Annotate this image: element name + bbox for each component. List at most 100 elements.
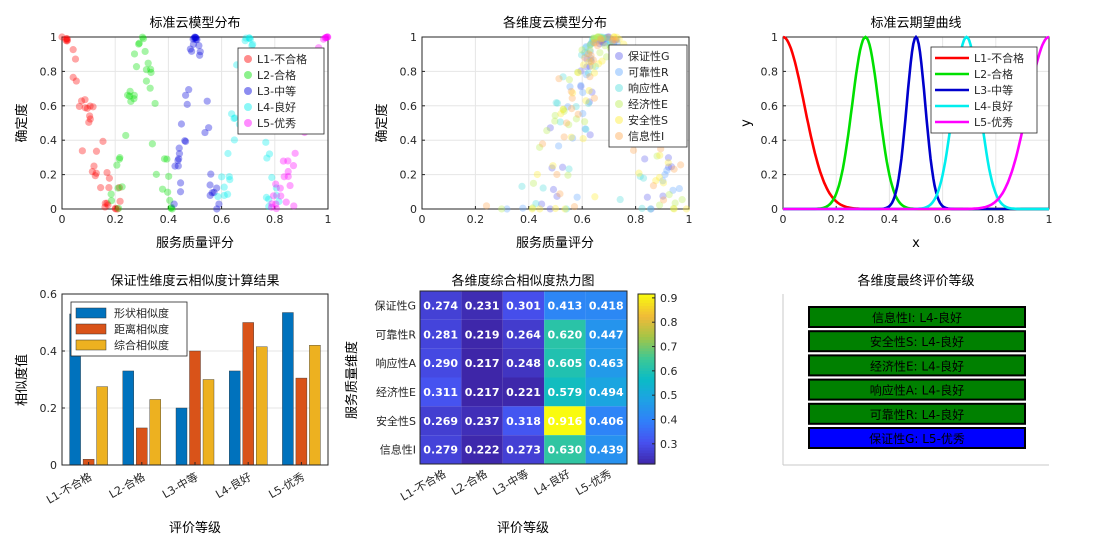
scatter-point <box>248 41 256 50</box>
plot-frame <box>419 290 628 465</box>
scatter-point <box>581 54 589 62</box>
scatter-point <box>77 97 86 105</box>
bar <box>96 386 108 466</box>
y-axis-label: 确定度 <box>374 103 390 142</box>
x-tick-label: L5-优秀 <box>267 470 307 501</box>
x-tick-label: L4-良好 <box>213 469 254 501</box>
scatter-point <box>588 62 597 70</box>
scatter-point <box>201 128 209 137</box>
heatmap-cell-label: 0.301 <box>506 299 541 312</box>
bar <box>295 377 308 466</box>
colorbar-segment <box>638 373 655 377</box>
colorbar-segment <box>638 305 655 309</box>
y-tick-label: 0.6 <box>40 100 58 113</box>
scatter-point <box>557 110 565 118</box>
colorbar-segment <box>638 461 655 465</box>
heatmap-cell-label: 0.222 <box>465 444 500 457</box>
y-tick-label: 1 <box>410 31 417 44</box>
scatter-point <box>218 173 226 181</box>
colorbar-segment <box>638 294 655 298</box>
scatter-point <box>587 58 595 66</box>
y-tick-label: 1 <box>50 31 57 44</box>
legend-entry: L3-中等 <box>974 83 1013 97</box>
scatter-point <box>220 183 228 191</box>
scatter-point <box>72 77 80 85</box>
scatter-point <box>597 37 605 46</box>
legend-box <box>608 44 688 148</box>
scatter-point <box>319 35 328 43</box>
legend-marker <box>75 339 107 351</box>
colorbar-segment <box>638 356 655 360</box>
scatter-point <box>69 46 77 54</box>
scatter-point <box>615 35 623 43</box>
scatter-point <box>601 39 609 47</box>
scatter-point <box>175 150 184 158</box>
x-tick-label: 1 <box>1046 213 1053 226</box>
heatmap-cell <box>461 406 503 436</box>
heatmap-cell <box>420 406 462 436</box>
scatter-point <box>170 200 178 208</box>
scatter-point <box>282 198 290 206</box>
scatter-point <box>182 91 190 99</box>
heatmap-cell-label: 0.264 <box>506 328 541 341</box>
heatmap-cell <box>420 348 462 378</box>
heatmap-cell-label: 0.231 <box>465 299 500 312</box>
scatter-point <box>573 193 581 201</box>
colorbar-tick-label: 0.7 <box>660 341 678 354</box>
scatter-point <box>115 183 123 192</box>
scatter-point <box>586 46 594 54</box>
scatter-point <box>594 60 603 68</box>
scatter-point <box>168 205 176 213</box>
heatmap-cell-label: 0.318 <box>506 415 541 428</box>
scatter-point <box>268 173 276 182</box>
colorbar-segment <box>638 452 655 457</box>
scatter-point <box>584 69 593 77</box>
scatter-point <box>224 149 232 158</box>
scatter-point <box>107 196 116 205</box>
y-tick-label: 0.2 <box>761 169 779 182</box>
y-axis-label: 服务质量维度 <box>344 341 360 419</box>
scatter-point <box>579 109 587 118</box>
scatter-point <box>608 35 616 43</box>
scatter-point <box>641 155 649 163</box>
scatter-point <box>189 35 197 43</box>
heatmap-cell-label: 0.219 <box>465 328 500 341</box>
scatter-point <box>577 67 585 75</box>
scatter-point <box>81 96 89 104</box>
scatter-point <box>245 34 254 42</box>
scatter-point <box>601 42 609 50</box>
scatter-point <box>593 36 601 44</box>
scatter-point <box>560 133 568 141</box>
scatter-point <box>611 36 620 44</box>
colorbar: 0.3 0.4 0.5 0.6 0.7 0.8 0.9 <box>637 292 678 465</box>
x-tick-label: L4-良好 <box>532 466 573 498</box>
scatter-point <box>144 59 152 67</box>
scatter-point <box>567 87 575 96</box>
x-tick-label: L2-合格 <box>106 469 147 501</box>
colorbar-segment <box>638 330 655 335</box>
colorbar-segment <box>638 316 655 321</box>
scatter-point <box>578 46 586 54</box>
scatter-point <box>561 205 569 213</box>
scatter-point <box>599 34 607 42</box>
scatter-point <box>596 33 605 41</box>
scatter-point <box>272 200 280 208</box>
scatter-point <box>272 204 281 213</box>
scatter-point <box>572 115 580 123</box>
scatter-point <box>138 33 147 41</box>
scatter-point <box>83 104 91 112</box>
scatter-point <box>583 55 591 63</box>
chart-title: 标准云模型分布 <box>149 16 240 31</box>
scatter-point <box>663 166 671 175</box>
scatter-point <box>611 35 620 43</box>
scatter-point <box>246 35 255 43</box>
panel-dimension-cloud-distribution: 各维度云模型分布 服务质量评分 确定度 0 0.2 0.4 0.6 0.8 1 0 0.2 0.… <box>374 15 693 251</box>
evaluation-level-box <box>808 378 1026 401</box>
heatmap-cell <box>461 348 503 378</box>
colorbar-segment <box>638 376 655 380</box>
scatter-point <box>272 184 280 192</box>
scatter-point <box>142 77 151 85</box>
scatter-point <box>602 33 611 41</box>
colorbar-segment <box>638 336 655 340</box>
colorbar-segment <box>638 347 655 352</box>
